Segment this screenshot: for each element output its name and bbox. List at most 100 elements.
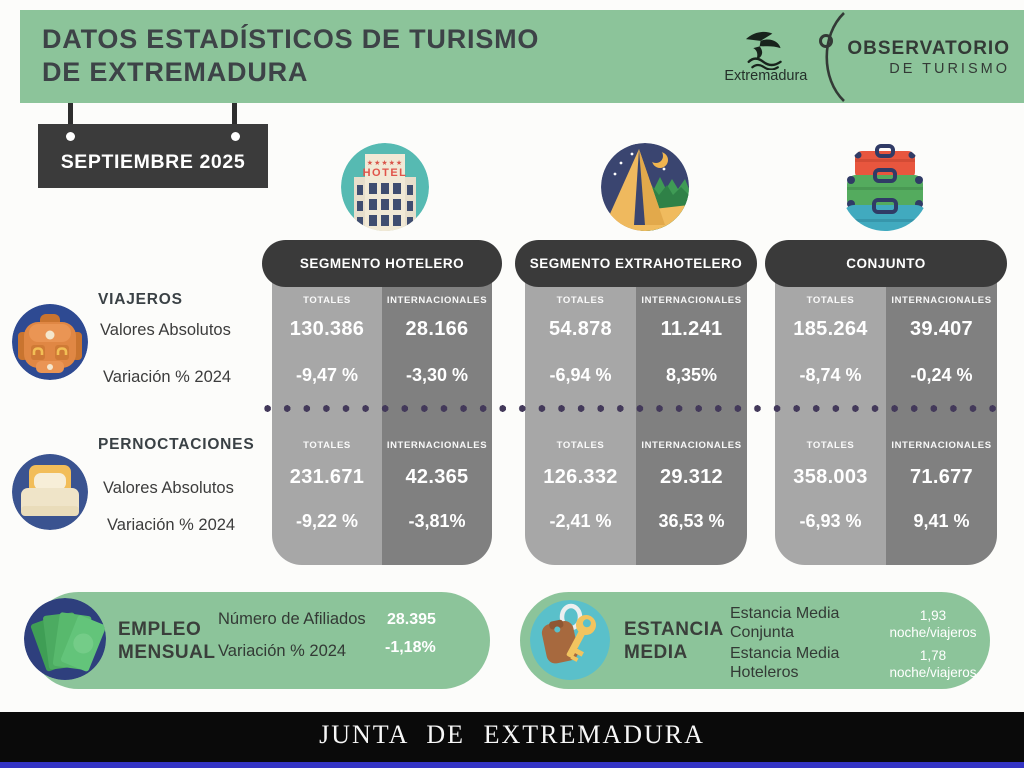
svg-text:★★★★★: ★★★★★ xyxy=(367,159,403,167)
estancia-conjunta-unit: noche/viajeros xyxy=(889,624,977,640)
segment-hotelero-columns: TOTALES 130.386 -9,47 % TOTALES 231.671 … xyxy=(272,266,492,565)
empleo-title-line1: EMPLEO xyxy=(118,619,202,640)
stat-value: 126.332 xyxy=(543,466,618,488)
column-header-internacionales: INTERNACIONALES xyxy=(891,440,992,451)
date-sign-label: SEPTIEMBRE 2025 xyxy=(60,150,246,173)
tent-icon xyxy=(601,143,689,231)
observatorio-logo: OBSERVATORIO DE TURISMO xyxy=(847,38,1010,77)
estancia-title-line1: ESTANCIA xyxy=(624,619,724,640)
segment-hotelero-header: SEGMENTO HOTELERO xyxy=(262,240,502,287)
hotelero-totales-column: TOTALES 130.386 -9,47 % TOTALES 231.671 … xyxy=(272,266,382,565)
estancia-conjunta-value: 1,93 noche/viajeros xyxy=(878,608,988,642)
sign-string-left xyxy=(68,103,73,127)
extrahotelero-internacionales-column: INTERNACIONALES 11.241 8,35% INTERNACION… xyxy=(636,266,747,565)
empleo-mensual-panel: EMPLEO MENSUAL Número de Afiliados 28.39… xyxy=(24,592,490,689)
header-band: DATOS ESTADÍSTICOS DE TURISMO DE EXTREMA… xyxy=(20,10,1024,103)
extremadura-bird-icon xyxy=(745,31,782,70)
column-header-totales: TOTALES xyxy=(303,295,351,306)
brand-logos: Extremadura OBSERVATORIO DE TURISMO xyxy=(724,12,1010,102)
sign-string-right xyxy=(232,103,237,127)
segment-conjunto-columns: TOTALES 185.264 -8,74 % TOTALES 358.003 … xyxy=(775,266,997,565)
estancia-hoteleros-label: Estancia Media Hoteleros xyxy=(730,644,839,682)
afiliados-label: Número de Afiliados xyxy=(218,610,366,628)
afiliados-value: 28.395 xyxy=(387,611,436,628)
suitcases-icon xyxy=(843,144,927,231)
estancia-conjunta-number: 1,93 xyxy=(919,608,947,623)
stat-variation: -9,22 % xyxy=(295,511,359,531)
segment-conjunto: CONJUNTO TOTALES 185.264 -8,74 % TOTALES… xyxy=(765,240,1007,565)
empleo-variacion-label: Variación % 2024 xyxy=(218,642,347,660)
stat-variation: 9,41 % xyxy=(913,511,970,531)
conjunto-totales-column: TOTALES 185.264 -8,74 % TOTALES 358.003 … xyxy=(775,266,886,565)
conjunto-internacionales-column: INTERNACIONALES 39.407 -0,24 % INTERNACI… xyxy=(886,266,997,565)
stat-variation: 8,35% xyxy=(665,365,718,385)
stat-value: 11.241 xyxy=(660,318,723,340)
stat-variation: -9,47 % xyxy=(295,365,359,385)
hotel-icon: ★★★★★ HOTEL xyxy=(341,143,429,231)
column-header-internacionales: INTERNACIONALES xyxy=(891,295,992,306)
segment-conjunto-header: CONJUNTO xyxy=(765,240,1007,287)
extremadura-logo: Extremadura xyxy=(724,30,807,84)
dotted-divider xyxy=(263,404,1008,413)
bed-icon xyxy=(12,454,88,530)
segment-extrahotelero-columns: TOTALES 54.878 -6,94 % TOTALES 126.332 -… xyxy=(525,266,747,565)
estancia-media-title: ESTANCIA MEDIA xyxy=(624,619,724,665)
stat-value: 231.671 xyxy=(289,466,365,488)
stat-variation: -0,24 % xyxy=(910,365,973,385)
pernoctaciones-variacion-label: Variación % 2024 xyxy=(107,516,236,534)
segment-extrahotelero-header: SEGMENTO EXTRAHOTELERO xyxy=(515,240,757,287)
svg-text:HOTEL: HOTEL xyxy=(363,167,408,179)
observatorio-logo-title: OBSERVATORIO xyxy=(847,37,1010,59)
column-header-totales: TOTALES xyxy=(303,440,351,451)
estancia-title-line2: MEDIA xyxy=(624,641,688,663)
stat-value: 185.264 xyxy=(793,318,868,340)
estancia-hoteleros-label-line2: Hoteleros xyxy=(730,664,799,682)
stat-value: 29.312 xyxy=(660,466,723,488)
column-header-internacionales: INTERNACIONALES xyxy=(641,295,742,306)
stat-value: 39.407 xyxy=(910,318,973,340)
sign-nail-right xyxy=(231,132,240,141)
estancia-conjunta-label-line1: Estancia Media xyxy=(730,605,840,622)
pernoctaciones-absolutos-label: Valores Absolutos xyxy=(103,479,234,497)
hotelero-internacionales-column: INTERNACIONALES 28.166 -3,30 % INTERNACI… xyxy=(382,266,492,565)
stat-value: 358.003 xyxy=(793,466,868,488)
date-sign: SEPTIEMBRE 2025 xyxy=(38,124,268,188)
column-header-internacionales: INTERNACIONALES xyxy=(641,440,742,451)
stat-variation: 36,53 % xyxy=(658,511,725,531)
column-header-totales: TOTALES xyxy=(556,295,605,306)
junta-extremadura-logo: JUNTA DE EXTREMADURA xyxy=(319,720,705,749)
pernoctaciones-row-title: PERNOCTACIONES xyxy=(98,436,255,453)
viajeros-variacion-label: Variación % 2024 xyxy=(103,368,232,386)
page-title-line1: DATOS ESTADÍSTICOS DE TURISMO xyxy=(42,24,540,54)
stat-value: 54.878 xyxy=(549,318,612,340)
stat-variation: -3,30 % xyxy=(405,365,469,385)
empleo-title-line2: MENSUAL xyxy=(118,641,216,663)
stat-value: 42.365 xyxy=(405,466,469,488)
observatorio-logo-subtitle: DE TURISMO xyxy=(889,60,1010,77)
estancia-hoteleros-unit: noche/viajeros xyxy=(889,664,977,680)
key-tag-icon xyxy=(530,600,610,680)
stat-variation: -6,94 % xyxy=(549,365,612,385)
stat-value: 130.386 xyxy=(289,318,365,340)
estancia-conjunta-label-line2: Conjunta xyxy=(730,624,795,642)
column-header-internacionales: INTERNACIONALES xyxy=(386,440,488,451)
segment-hotelero: SEGMENTO HOTELERO TOTALES 130.386 -9,47 … xyxy=(262,240,502,565)
estancia-media-panel: ESTANCIA MEDIA Estancia Media Conjunta 1… xyxy=(520,592,990,689)
page-title-line2: DE EXTREMADURA xyxy=(42,56,309,87)
observatorio-curve-icon xyxy=(819,12,846,102)
estancia-hoteleros-number: 1,78 xyxy=(919,648,947,663)
estancia-conjunta-label: Estancia Media Conjunta xyxy=(730,604,839,642)
stat-variation: -8,74 % xyxy=(799,365,862,385)
footer-band: JUNTA DE EXTREMADURA xyxy=(0,712,1024,762)
viajeros-absolutos-label: Valores Absolutos xyxy=(100,321,231,339)
column-header-totales: TOTALES xyxy=(806,440,855,451)
column-header-totales: TOTALES xyxy=(556,440,605,451)
extrahotelero-totales-column: TOTALES 54.878 -6,94 % TOTALES 126.332 -… xyxy=(525,266,636,565)
extremadura-logo-label: Extremadura xyxy=(724,68,808,84)
stat-value: 71.677 xyxy=(910,466,973,488)
estancia-hoteleros-value: 1,78 noche/viajeros xyxy=(878,648,988,682)
stat-variation: -6,93 % xyxy=(799,511,862,531)
footer-blue-strip xyxy=(0,762,1024,768)
page-title: DATOS ESTADÍSTICOS DE TURISMO DE EXTREMA… xyxy=(42,23,539,89)
